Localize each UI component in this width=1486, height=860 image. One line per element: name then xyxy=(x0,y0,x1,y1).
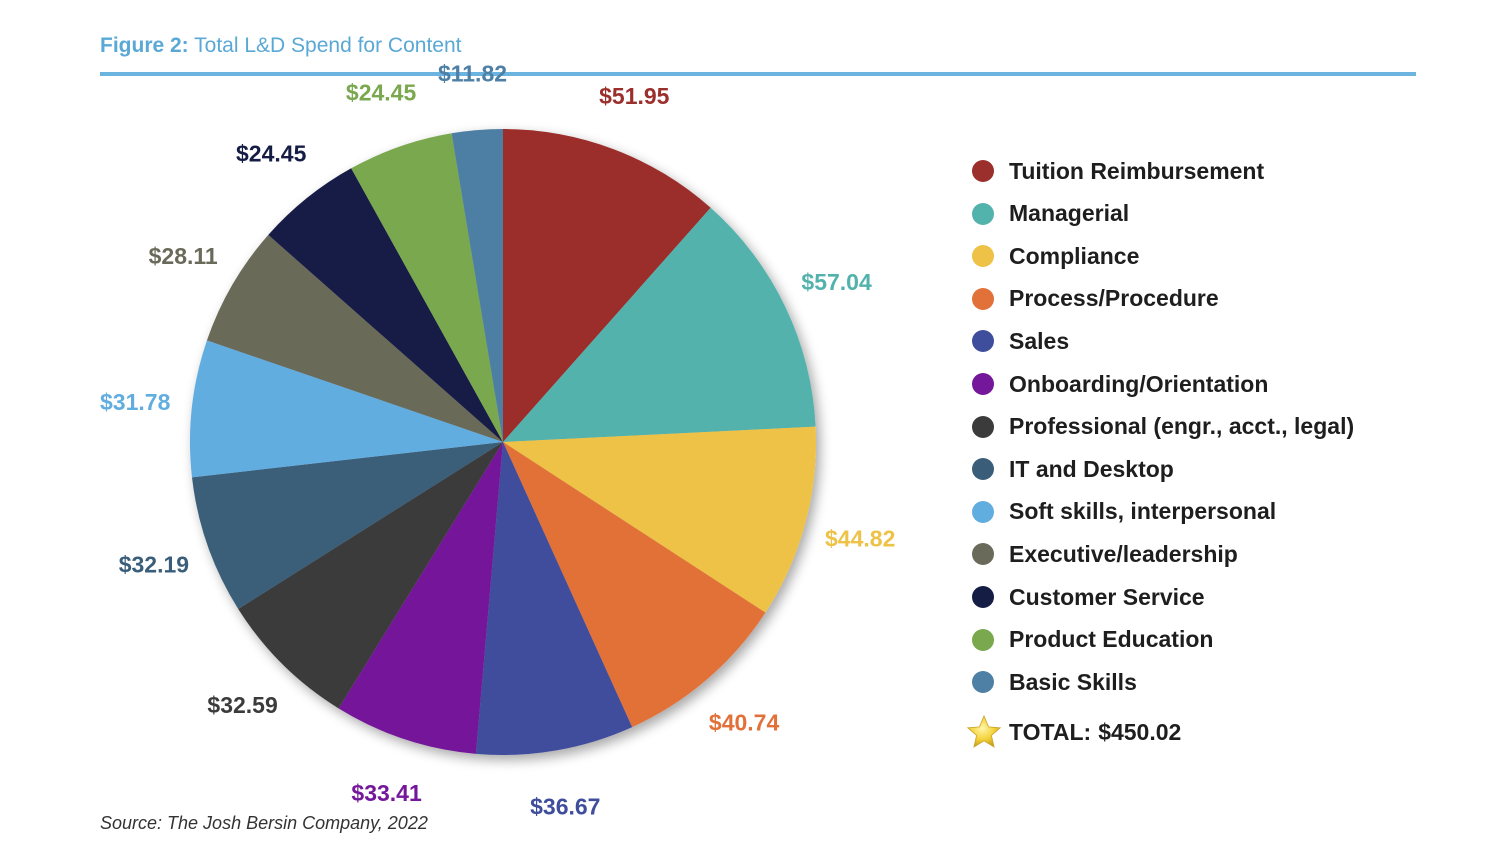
legend-label: IT and Desktop xyxy=(1009,455,1174,482)
legend-label: Executive/leadership xyxy=(1009,540,1238,567)
legend-item-compliance: Compliance xyxy=(972,241,1139,271)
pie-slice-basic-skills xyxy=(451,129,503,442)
legend-item-professional-engr-acct-legal: Professional (engr., acct., legal) xyxy=(972,412,1354,442)
legend-swatch xyxy=(972,160,994,182)
legend-item-customer-service: Customer Service xyxy=(972,582,1205,612)
figure-title-text: Total L&D Spend for Content xyxy=(188,34,462,57)
legend-swatch xyxy=(972,671,994,694)
legend-label: Product Education xyxy=(1009,626,1214,653)
legend-item-basic-skills: Basic Skills xyxy=(972,667,1137,697)
total-label: TOTAL: xyxy=(1009,718,1092,745)
data-label-soft-skills-interpersonal: $31.78 xyxy=(100,389,171,415)
data-label-process-procedure: $40.74 xyxy=(709,710,780,736)
star-icon xyxy=(966,714,1002,748)
pie-slice-onboarding-orientation xyxy=(338,442,503,754)
data-label-onboarding-orientation: $33.41 xyxy=(351,780,422,806)
source-note: Source: The Josh Bersin Company, 2022 xyxy=(100,813,428,833)
pie-slices xyxy=(189,129,816,755)
data-label-professional-engr-acct-legal: $32.59 xyxy=(207,692,277,718)
pie-slice-soft-skills-interpersonal xyxy=(189,340,503,478)
legend-label: Tuition Reimbursement xyxy=(1009,157,1265,184)
pie-value-labels: $51.95 $57.04 $44.82 $40.74 $36.67 $33.41 $32.… xyxy=(100,60,895,819)
data-label-it-and-desktop: $32.19 xyxy=(119,552,189,578)
pie-slice-professional-engr-acct-legal xyxy=(238,442,504,709)
pie-slice-process-procedure xyxy=(503,442,766,728)
title-rule xyxy=(100,72,1416,76)
legend-item-soft-skills-interpersonal: Soft skills, interpersonal xyxy=(972,497,1276,527)
legend-item-tuition-reimbursement: Tuition Reimbursement xyxy=(972,156,1264,186)
legend-swatch xyxy=(972,245,994,268)
legend-swatch xyxy=(972,330,994,353)
data-label-executive-leadership: $28.11 xyxy=(149,243,218,269)
legend-swatch xyxy=(972,500,994,523)
data-label-sales: $36.67 xyxy=(530,794,600,820)
total-value: $450.02 xyxy=(1098,718,1182,745)
data-label-managerial: $57.04 xyxy=(801,269,872,295)
data-label-customer-service: $24.45 xyxy=(236,141,307,167)
legend-item-executive-leadership: Executive/leadership xyxy=(972,539,1238,569)
legend-label: Process/Procedure xyxy=(1009,285,1219,312)
legend-swatch xyxy=(972,287,994,310)
pie-slice-executive-leadership xyxy=(206,234,503,442)
legend-label: Professional (engr., acct., legal) xyxy=(1009,413,1355,440)
legend-swatch xyxy=(972,373,994,395)
legend-swatch xyxy=(972,628,994,651)
legend-label: Basic Skills xyxy=(1009,668,1137,695)
legend-item-it-and-desktop: IT and Desktop xyxy=(972,454,1174,484)
pie-slice-tuition-reimbursement xyxy=(503,129,711,442)
legend-swatch xyxy=(972,202,994,225)
figure-title-lead: Figure 2: xyxy=(100,34,189,57)
legend-item-managerial: Managerial xyxy=(972,199,1129,229)
pie-slice-compliance xyxy=(503,426,816,613)
pie-slice-product-education xyxy=(351,133,503,442)
data-label-tuition-reimbursement: $51.95 xyxy=(599,83,670,109)
legend-label: Onboarding/Orientation xyxy=(1009,370,1269,397)
legend-swatch xyxy=(972,543,994,566)
legend-label: Soft skills, interpersonal xyxy=(1009,498,1277,525)
legend-item-process-procedure: Process/Procedure xyxy=(972,284,1219,314)
legend-swatch xyxy=(972,586,994,608)
legend-label: Managerial xyxy=(1009,200,1130,227)
pie-slice-managerial xyxy=(503,207,816,442)
data-label-compliance: $44.82 xyxy=(825,526,895,552)
legend-label: Sales xyxy=(1009,327,1070,354)
legend-total: TOTAL: $450.02 xyxy=(966,714,1182,749)
legend-swatch xyxy=(972,458,994,481)
figure-title: Figure 2: Total L&D Spend for Content xyxy=(100,34,461,58)
pie-slice-customer-service xyxy=(268,168,503,442)
legend-swatch xyxy=(972,415,994,438)
legend-label: Customer Service xyxy=(1009,583,1205,610)
legend-item-product-education: Product Education xyxy=(972,625,1213,655)
legend-item-onboarding-orientation: Onboarding/Orientation xyxy=(972,369,1268,399)
data-label-basic-skills: $11.82 xyxy=(438,60,507,86)
data-label-product-education: $24.45 xyxy=(346,80,417,106)
legend-item-sales: Sales xyxy=(972,326,1069,356)
legend-label: Compliance xyxy=(1009,242,1140,269)
pie-slice-it-and-desktop xyxy=(192,442,503,609)
pie-slice-sales xyxy=(475,442,633,755)
